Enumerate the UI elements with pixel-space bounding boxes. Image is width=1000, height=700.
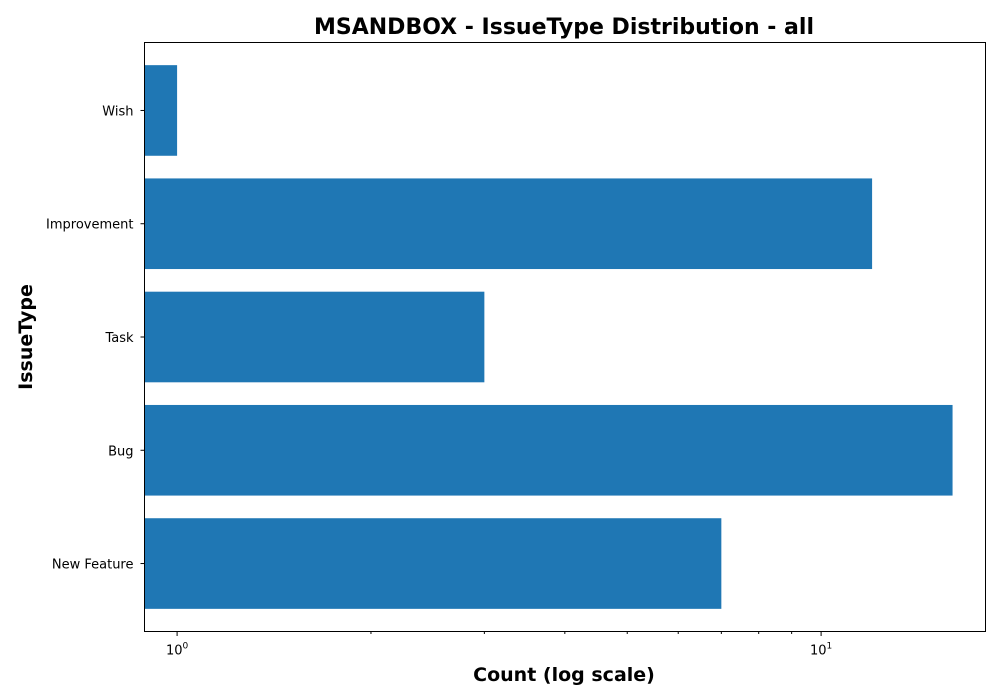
chart-title: MSANDBOX - IssueType Distribution - all [314,15,814,40]
x-axis-ticks: 100 101 [166,631,832,659]
bar-task [144,291,485,383]
bar-improvement [144,178,873,270]
y-axis-label: IssueType [15,284,37,390]
y-tick-label-improvement: Improvement [46,218,133,233]
bar-bug [144,404,953,496]
y-tick-label-bug: Bug [108,444,133,459]
bar-new-feature [144,518,722,609]
plot-frame [144,42,986,632]
y-tick-label-new-feature: New Feature [52,558,134,573]
y-tick-label-task: Task [104,331,134,346]
x-tick-label: 100 [166,642,189,659]
x-tick-label: 101 [810,642,832,659]
bars-group [144,65,953,609]
bar-wish [144,65,178,156]
y-axis-ticks: New Feature Bug Task Improvement Wish [46,104,145,573]
x-axis-label: Count (log scale) [473,664,655,686]
y-tick-label-wish: Wish [102,104,133,119]
